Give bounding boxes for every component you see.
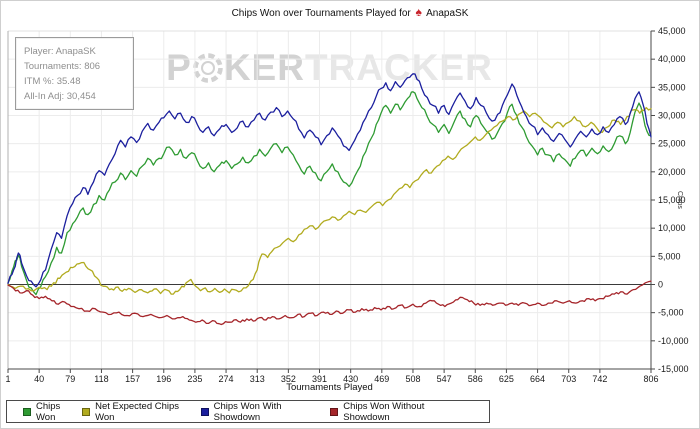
info-itm: ITM %: 35.48 <box>24 76 81 87</box>
y-tick-label: 30,000 <box>658 111 686 121</box>
series-line-chips-won <box>7 91 652 296</box>
legend-swatch-chips-won-with-showdown <box>200 407 209 416</box>
pokertracker-watermark: P KERTRACKER <box>8 47 651 89</box>
chart-title-text: Chips Won over Tournaments Played for <box>231 8 411 19</box>
y-tick-label: 10,000 <box>658 223 686 233</box>
x-tick-label: 1 <box>5 374 10 384</box>
x-tick-label: 469 <box>374 374 389 384</box>
series-line-chips-won-without-showdown <box>7 280 652 326</box>
chart-title: Chips Won over Tournaments Played for ♠ … <box>1 5 699 19</box>
legend-item-chips-won-with-showdown[interactable]: Chips Won With Showdown <box>200 400 331 423</box>
x-tick-label: 313 <box>250 374 265 384</box>
legend-item-chips-won-without-showdown[interactable]: Chips Won Without Showdown <box>330 401 473 423</box>
x-tick-label: 703 <box>561 374 576 384</box>
legend-swatch-chips-won-without-showdown <box>330 407 339 416</box>
x-tick-label: 547 <box>437 374 452 384</box>
series-line-chips-won-with-showdown <box>7 73 652 288</box>
legend-label-chips-won-without-showdown: Chips Won Without Showdown <box>343 400 425 423</box>
x-tick-label: 274 <box>219 374 234 384</box>
x-tick-label: 742 <box>592 374 607 384</box>
x-tick-label: 586 <box>468 374 483 384</box>
watermark-ker: KER <box>223 47 305 88</box>
x-tick-label: 118 <box>94 374 108 384</box>
x-tick-label: 196 <box>156 374 171 384</box>
y-tick-label: 20,000 <box>658 167 686 177</box>
x-tick-label: 664 <box>530 374 545 384</box>
y-tick-label: 0 <box>658 280 663 290</box>
legend: Chips Won Net Expected Chips Won Chips W… <box>6 400 490 423</box>
y-tick-label: 45,000 <box>658 26 686 36</box>
x-tick-label: 79 <box>65 374 75 384</box>
x-tick-label: 352 <box>281 374 296 384</box>
info-player: Player: AnapaSK <box>24 46 96 57</box>
watermark-tracker: TRACKER <box>304 47 493 88</box>
x-tick-label: 157 <box>125 374 140 384</box>
y-tick-label: -15,000 <box>658 364 689 374</box>
y-tick-label: -10,000 <box>658 336 689 346</box>
legend-label-chips-won: Chips Won <box>35 400 61 423</box>
chart-title-player: AnapaSK <box>426 8 469 19</box>
x-tick-label: 40 <box>34 374 44 384</box>
y-tick-label: 5,000 <box>658 251 681 261</box>
legend-label-net-expected-chips-won: Net Expected Chips Won <box>95 400 180 423</box>
info-tournaments: Tournaments: 806 <box>24 61 101 72</box>
x-axis-title: Tournaments Played <box>286 382 373 393</box>
poker-chip-icon <box>193 53 223 83</box>
legend-item-net-expected-chips-won[interactable]: Net Expected Chips Won <box>82 401 201 423</box>
legend-item-chips-won[interactable]: Chips Won <box>23 401 82 423</box>
legend-swatch-net-expected-chips-won <box>82 407 91 416</box>
x-tick-label: 391 <box>312 374 327 384</box>
x-tick-label: 430 <box>343 374 358 384</box>
series-line-net-expected-chips-won <box>7 106 652 295</box>
watermark-p: P <box>166 47 192 88</box>
y-axis-title: Chips <box>676 191 683 209</box>
x-tick-label: 806 <box>643 374 658 384</box>
x-tick-label: 625 <box>499 374 514 384</box>
legend-label-chips-won-with-showdown: Chips Won With Showdown <box>213 400 282 423</box>
info-allin-adj: All-In Adj: 30,454 <box>24 91 96 102</box>
y-tick-label: -5,000 <box>658 308 684 318</box>
player-info-panel: Player: AnapaSK Tournaments: 806 ITM %: … <box>15 37 134 110</box>
x-tick-label: 235 <box>187 374 202 384</box>
spade-logo-icon: ♠ <box>415 5 422 19</box>
legend-swatch-chips-won <box>23 407 31 416</box>
y-tick-label: 15,000 <box>658 195 686 205</box>
y-tick-label: 35,000 <box>658 82 686 92</box>
y-tick-label: 40,000 <box>658 54 686 64</box>
x-tick-label: 508 <box>405 374 420 384</box>
y-tick-label: 25,000 <box>658 139 686 149</box>
